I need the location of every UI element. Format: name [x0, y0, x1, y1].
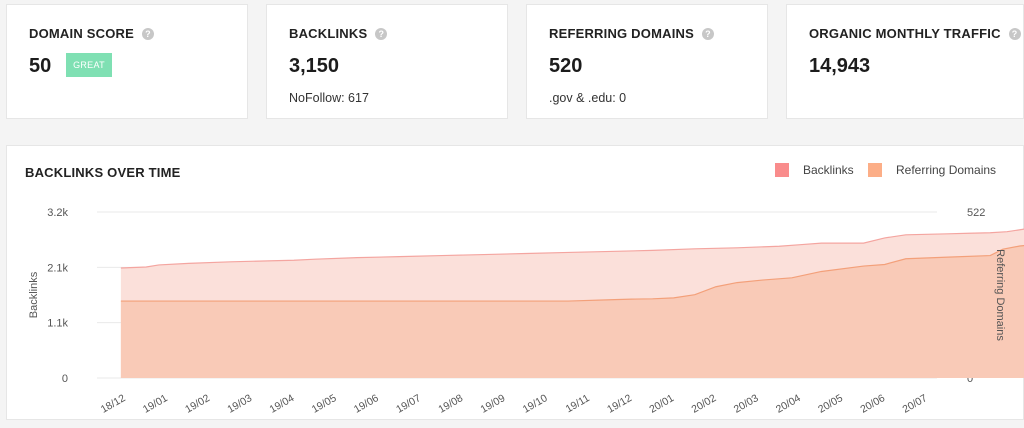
x-tick-label: 19/06: [352, 392, 381, 416]
y-tick-label: 2.1k: [47, 262, 68, 274]
help-icon[interactable]: ?: [1008, 27, 1021, 40]
kpi-value: 14,943: [809, 55, 871, 77]
kpi-title: BACKLINKS?: [289, 26, 388, 41]
kpi-card-domain-score: DOMAIN SCORE? 50 GREAT: [6, 4, 248, 119]
y2-axis-label: Referring Domains: [994, 249, 1006, 341]
x-tick-label: 19/01: [141, 392, 170, 416]
legend-swatch-backlinks: [775, 163, 789, 177]
y-tick-label: 0: [62, 373, 68, 385]
y-tick-label: 3.2k: [47, 207, 68, 219]
legend-backlinks[interactable]: Backlinks: [775, 163, 854, 177]
help-icon[interactable]: ?: [701, 27, 714, 40]
backlinks-over-time-card: BACKLINKS OVER TIME Backlinks Referring …: [6, 145, 1024, 420]
x-tick-label: 19/11: [564, 392, 592, 415]
x-tick-label: 20/05: [816, 392, 845, 416]
x-tick-label: 19/05: [310, 392, 339, 416]
x-tick-label: 18/12: [99, 392, 128, 416]
y-axis-label: Backlinks: [28, 271, 40, 318]
x-tick-label: 20/03: [732, 392, 761, 416]
kpi-subtext: NoFollow: 617: [289, 91, 369, 105]
kpi-value: 3,150: [289, 55, 340, 77]
y2-tick-label: 0: [967, 373, 973, 385]
score-badge: GREAT: [66, 53, 112, 77]
kpi-title: REFERRING DOMAINS?: [549, 26, 714, 41]
kpi-card-organic-traffic: ORGANIC MONTHLY TRAFFIC? 14,943: [786, 4, 1024, 119]
x-tick-label: 19/04: [268, 392, 297, 416]
x-tick-label: 19/02: [183, 392, 212, 416]
kpi-title: DOMAIN SCORE?: [29, 26, 154, 41]
kpi-title: ORGANIC MONTHLY TRAFFIC?: [809, 26, 1021, 41]
referring-domains-line: [120, 245, 1024, 302]
y-tick-label: 1.1k: [47, 318, 68, 330]
x-tick-label: 19/09: [479, 392, 508, 416]
x-tick-label: 20/01: [647, 392, 676, 416]
referring-domains-area: [120, 245, 1024, 378]
kpi-card-backlinks: BACKLINKS? 3,150 NoFollow: 617: [266, 4, 508, 119]
x-tick-label: 20/04: [774, 392, 803, 416]
legend-swatch-referring-domains: [868, 163, 882, 177]
y2-tick-label: 522: [967, 207, 985, 219]
x-tick-label: 19/03: [225, 392, 254, 416]
backlinks-line: [120, 228, 1024, 269]
legend-referring-domains[interactable]: Referring Domains: [868, 163, 996, 177]
x-tick-label: 20/07: [901, 392, 930, 416]
x-tick-label: 19/10: [521, 392, 550, 416]
x-tick-label: 20/06: [858, 392, 887, 416]
x-tick-label: 19/12: [605, 392, 634, 416]
legend-label: Referring Domains: [896, 163, 997, 177]
kpi-subtext: .gov & .edu: 0: [549, 91, 627, 105]
help-icon[interactable]: ?: [375, 27, 388, 40]
x-tick-label: 19/07: [394, 392, 423, 416]
kpi-card-referring-domains: REFERRING DOMAINS? 520 .gov & .edu: 0: [526, 4, 768, 119]
x-tick-label: 19/08: [436, 392, 465, 416]
legend-label: Backlinks: [803, 163, 854, 177]
kpi-value: 520: [549, 55, 583, 77]
kpi-value: 50: [29, 55, 52, 77]
x-tick-label: 20/02: [690, 392, 719, 416]
help-icon[interactable]: ?: [141, 27, 154, 40]
backlinks-chart: 01.1k2.1k3.2k017434852218/1219/0119/0219…: [28, 207, 1024, 416]
chart-title: BACKLINKS OVER TIME: [25, 165, 181, 180]
